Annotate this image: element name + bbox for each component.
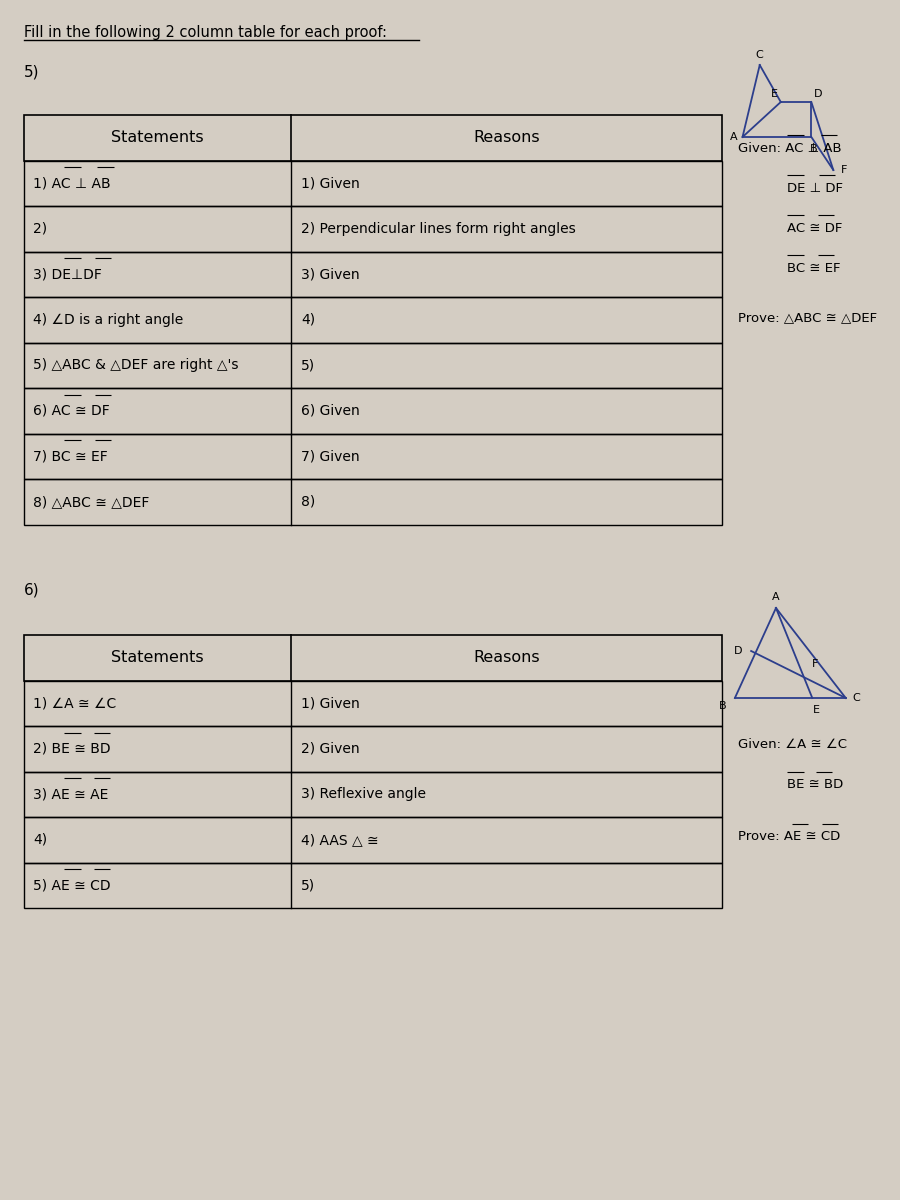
Text: Statements: Statements — [112, 131, 204, 145]
Text: 5): 5) — [24, 65, 40, 79]
Text: 4): 4) — [301, 313, 315, 326]
Bar — [24, 206, 722, 252]
Text: 7) BC ≅ EF: 7) BC ≅ EF — [33, 449, 108, 463]
Text: 2): 2) — [33, 222, 48, 235]
Text: 5) △ABC & △DEF are right △'s: 5) △ABC & △DEF are right △'s — [33, 359, 238, 372]
Text: 5): 5) — [301, 359, 315, 372]
Text: A: A — [730, 132, 738, 142]
Text: 3) Reflexive angle: 3) Reflexive angle — [301, 787, 426, 802]
Bar — [24, 298, 722, 342]
Text: AC ≅ DF: AC ≅ DF — [788, 222, 842, 234]
Text: 2) BE ≅ BD: 2) BE ≅ BD — [33, 742, 111, 756]
Bar — [24, 680, 722, 726]
Text: Prove: AE ≅ CD: Prove: AE ≅ CD — [738, 830, 840, 844]
Text: 5): 5) — [301, 878, 315, 893]
Text: D: D — [734, 646, 742, 656]
Bar — [24, 161, 722, 206]
Text: 1) AC ⊥ AB: 1) AC ⊥ AB — [33, 176, 111, 191]
Text: Given: ∠A ≅ ∠C: Given: ∠A ≅ ∠C — [738, 738, 847, 751]
Text: F: F — [841, 164, 847, 175]
Text: B: B — [809, 144, 817, 154]
Text: 5) AE ≅ CD: 5) AE ≅ CD — [33, 878, 111, 893]
Text: E: E — [770, 89, 778, 98]
Text: BE ≅ BD: BE ≅ BD — [788, 779, 843, 792]
Bar — [24, 433, 722, 479]
Bar — [24, 115, 722, 161]
Text: 3) Given: 3) Given — [301, 268, 360, 281]
Bar — [24, 863, 722, 908]
Text: 6) Given: 6) Given — [301, 403, 360, 418]
Text: B: B — [719, 701, 726, 710]
Text: 7) Given: 7) Given — [301, 449, 360, 463]
Text: E: E — [813, 706, 820, 715]
Text: 2) Given: 2) Given — [301, 742, 360, 756]
Bar — [24, 479, 722, 524]
Text: 3) DE⊥DF: 3) DE⊥DF — [33, 268, 103, 281]
Bar — [24, 252, 722, 298]
Bar — [24, 635, 722, 680]
Bar — [24, 772, 722, 817]
Text: 4) ∠D is a right angle: 4) ∠D is a right angle — [33, 313, 184, 326]
Text: 1) ∠A ≅ ∠C: 1) ∠A ≅ ∠C — [33, 696, 117, 710]
Text: 8): 8) — [301, 494, 315, 509]
Text: 1) Given: 1) Given — [301, 176, 360, 191]
Text: F: F — [813, 659, 819, 670]
Text: Reasons: Reasons — [473, 650, 540, 665]
Text: D: D — [814, 89, 823, 98]
Bar — [24, 726, 722, 772]
Bar — [24, 342, 722, 388]
Text: DE ⊥ DF: DE ⊥ DF — [788, 181, 843, 194]
Text: C: C — [756, 50, 763, 60]
Text: 4): 4) — [33, 833, 48, 847]
Text: C: C — [852, 694, 860, 703]
Text: 4) AAS △ ≅: 4) AAS △ ≅ — [301, 833, 379, 847]
Text: 2) Perpendicular lines form right angles: 2) Perpendicular lines form right angles — [301, 222, 576, 235]
Text: Fill in the following 2 column table for each proof:: Fill in the following 2 column table for… — [24, 24, 387, 40]
Text: 8) △ABC ≅ △DEF: 8) △ABC ≅ △DEF — [33, 494, 149, 509]
Text: Prove: △ABC ≅ △DEF: Prove: △ABC ≅ △DEF — [738, 312, 877, 324]
Text: Given: AC ⊥ AB: Given: AC ⊥ AB — [738, 142, 842, 155]
Bar — [24, 388, 722, 433]
Text: 6): 6) — [24, 582, 40, 598]
Text: Statements: Statements — [112, 650, 204, 665]
Text: 6) AC ≅ DF: 6) AC ≅ DF — [33, 403, 110, 418]
Bar — [24, 817, 722, 863]
Text: 3) AE ≅ AE: 3) AE ≅ AE — [33, 787, 109, 802]
Text: 1) Given: 1) Given — [301, 696, 360, 710]
Text: BC ≅ EF: BC ≅ EF — [788, 262, 841, 275]
Text: A: A — [772, 592, 779, 602]
Text: Reasons: Reasons — [473, 131, 540, 145]
